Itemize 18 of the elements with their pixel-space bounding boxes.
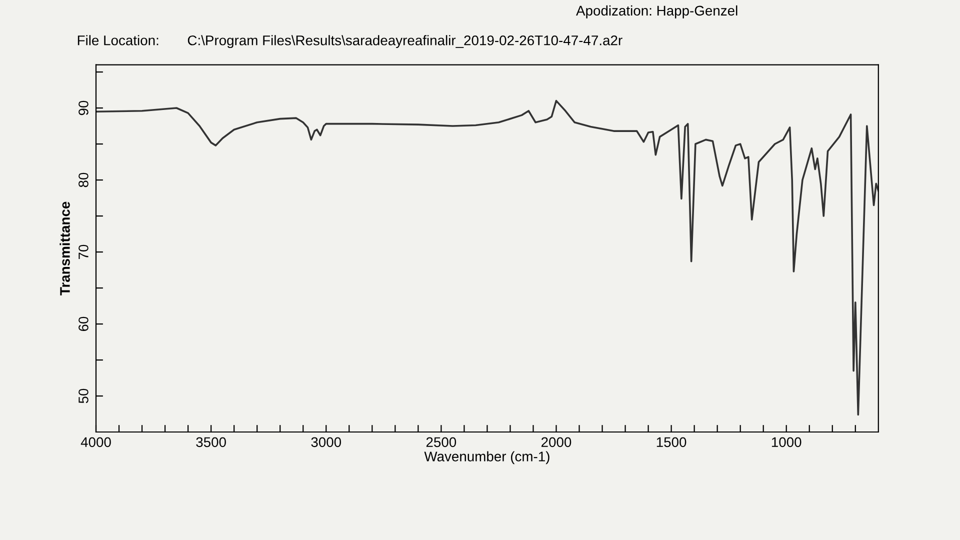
x-tick-label: 1500 [656, 437, 686, 448]
y-tick-label: 60 [78, 316, 88, 332]
text: Apodization: Happ-Genzel [576, 5, 738, 18]
x-tick-label: 3500 [196, 437, 226, 448]
text: File Location: [78, 35, 158, 46]
line-series [96, 100, 878, 416]
y-tick-label: 80 [78, 172, 88, 188]
x-tick-label: 1000 [772, 437, 802, 448]
x-tick-label: 2500 [426, 437, 456, 448]
x-tick-label: 2000 [541, 437, 572, 448]
x-axis-title: Wavenumber (cm-1) [424, 451, 550, 464]
x-tick-label: 3000 [311, 437, 342, 448]
y-tick-label: 70 [78, 244, 88, 260]
x-tick-label: 4000 [80, 437, 111, 448]
y-tick-label: 50 [78, 388, 88, 404]
y-tick-label: 90 [78, 100, 88, 116]
y-axis-title: Transmittance [60, 202, 70, 296]
text: C:\Program Files\Results\saradeayreafinalir_2019-02-26T10-47-47.a2r [188, 35, 622, 48]
